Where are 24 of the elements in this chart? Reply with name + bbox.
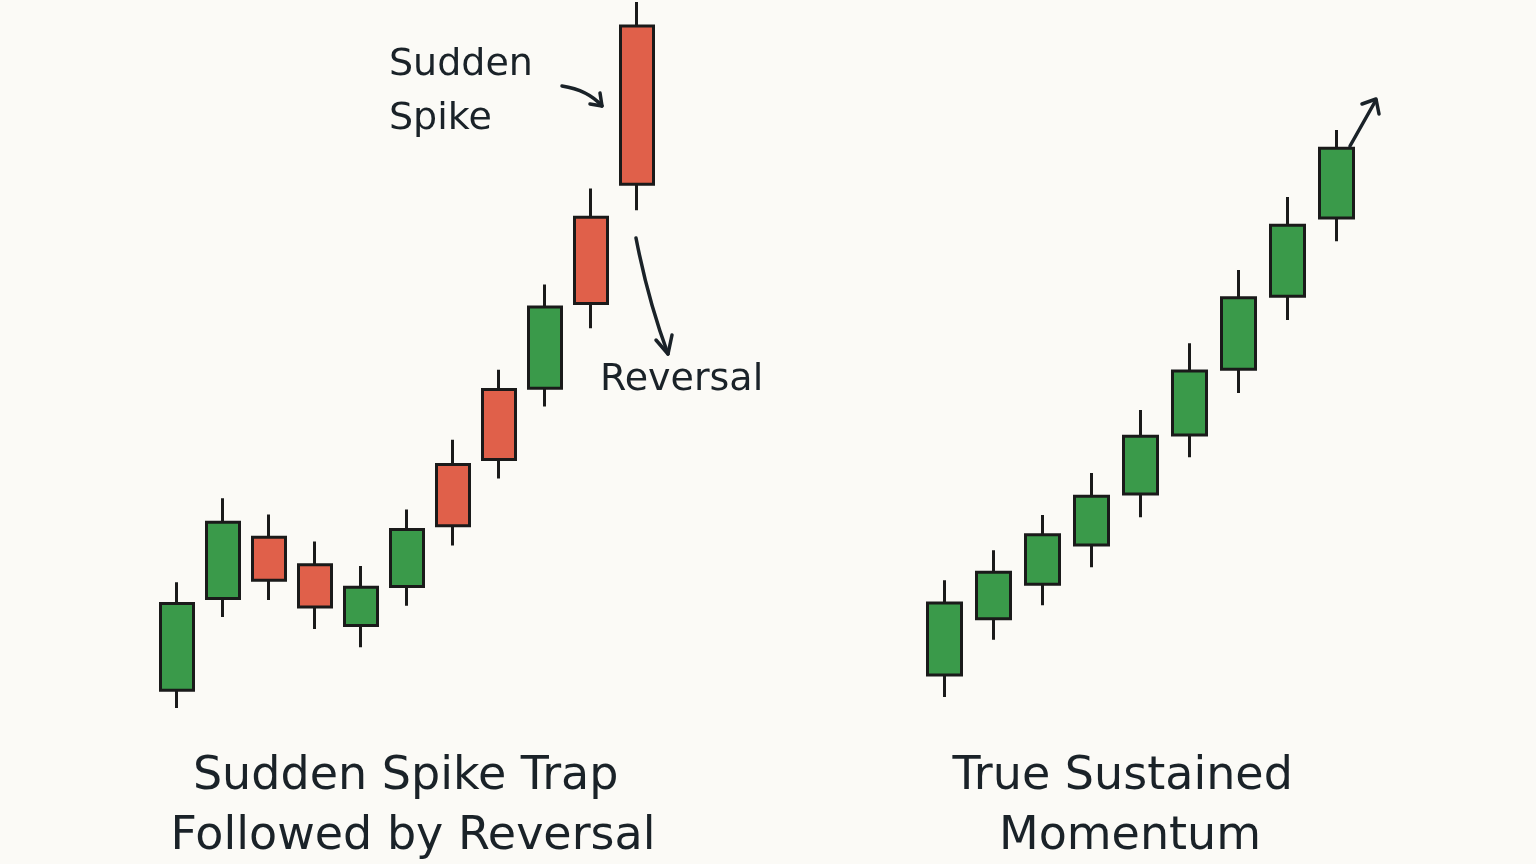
candlestick: [1122, 410, 1159, 518]
candlestick: [1220, 270, 1257, 394]
candlestick: [1024, 514, 1061, 606]
candlestick: [1073, 473, 1110, 568]
candlestick: [926, 580, 963, 697]
annotation: Sudden Spike: [389, 40, 545, 138]
candlestick: [389, 509, 425, 606]
candlestick: [205, 498, 241, 617]
candlestick: [435, 439, 471, 546]
candlestick: [573, 188, 609, 329]
candlestick: [1269, 196, 1306, 320]
candlestick: [527, 284, 563, 407]
annotation: Reversal: [600, 355, 764, 399]
candlestick: [975, 550, 1012, 640]
candlestick: [343, 566, 379, 648]
candlestick: [1318, 130, 1355, 242]
text: Sudden Spike Trap Followed by Reversal: [170, 746, 656, 860]
candlestick: [159, 582, 195, 708]
candlestick: [619, 2, 655, 211]
candlestick: [297, 541, 333, 629]
text: True Sustained Momentum: [951, 746, 1308, 860]
candlestick: [251, 514, 287, 600]
candlestick: [1171, 343, 1208, 458]
candlestick: [481, 369, 517, 479]
